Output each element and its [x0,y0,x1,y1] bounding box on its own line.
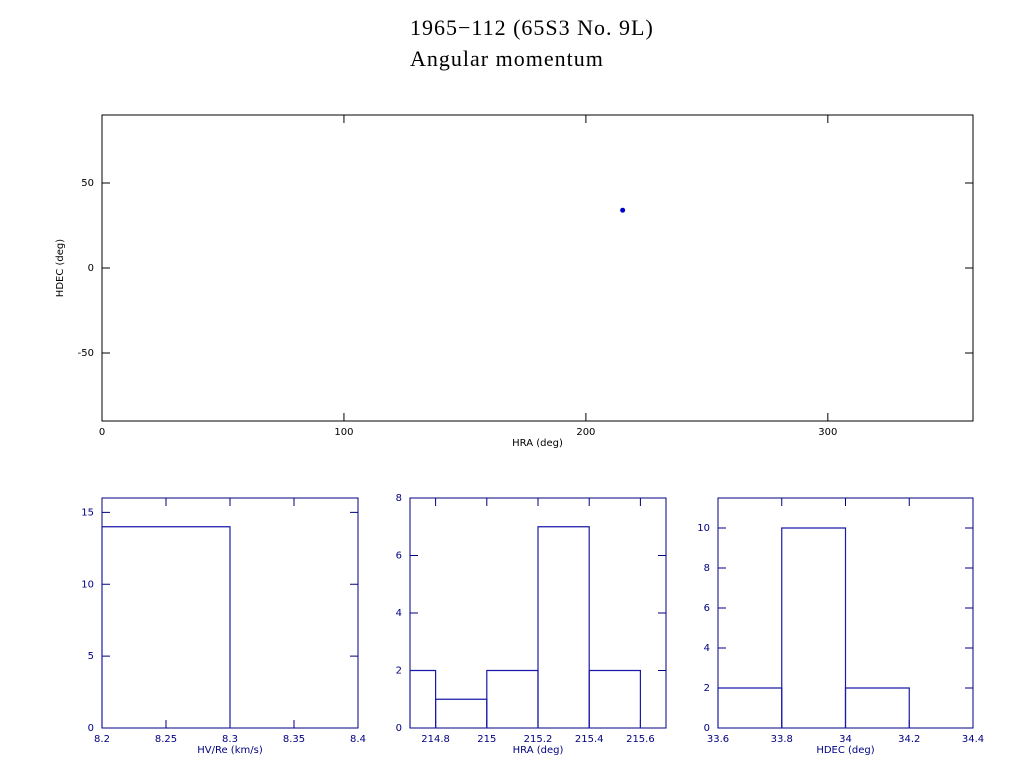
y-tick-label: 2 [704,683,710,694]
y-tick-label: 0 [704,723,710,734]
y-tick-label: 10 [81,579,94,590]
y-tick-label: 4 [396,608,402,619]
y-tick-label: 8 [396,493,402,504]
x-axis-label: HDEC (deg) [816,745,874,756]
y-tick-label: 0 [396,723,402,734]
x-tick-label: 33.8 [771,734,793,745]
histogram-bin [588,669,641,728]
histogram-bin [781,527,847,728]
x-tick-label: 200 [576,427,595,438]
y-tick-label: 8 [704,563,710,574]
chart-subtitle: Angular momentum [410,46,604,71]
plot-frame [101,114,974,422]
x-tick-label: 215 [477,734,496,745]
x-tick-label: 8.4 [350,734,366,745]
x-tick-label: 8.2 [94,734,110,745]
x-tick-label: 8.25 [155,734,177,745]
x-axis-label: HV/Re (km/s) [197,745,263,756]
y-tick-label: -50 [78,348,94,359]
y-tick-label: 2 [396,666,402,677]
x-tick-label: 34.2 [898,734,920,745]
x-axis-label: HRA (deg) [512,438,563,449]
y-tick-label: 4 [704,643,710,654]
x-axis-label: HRA (deg) [513,745,564,756]
y-tick-label: 6 [704,603,710,614]
data-point [620,207,626,213]
y-tick-label: 10 [697,523,710,534]
histogram-bin [435,698,488,728]
histogram-bin [101,526,231,728]
x-tick-label: 214.8 [421,734,450,745]
histogram-bin [717,687,783,728]
histogram-bin [844,687,910,728]
histogram-bin [486,669,539,728]
x-tick-label: 300 [818,427,837,438]
chart-title: 1965−112 (65S3 No. 9L) [410,15,654,40]
y-tick-label: 0 [88,723,94,734]
y-axis-label: HDEC (deg) [55,239,66,297]
y-tick-label: 5 [88,651,94,662]
x-tick-label: 215.2 [524,734,553,745]
y-tick-label: 0 [88,263,94,274]
y-tick-label: 50 [81,178,94,189]
x-tick-label: 34 [839,734,852,745]
histogram-bin [537,526,590,728]
histogram-bin [409,669,437,728]
x-tick-label: 100 [334,427,353,438]
x-tick-label: 34.4 [962,734,984,745]
x-tick-label: 0 [99,427,105,438]
x-tick-label: 215.6 [626,734,655,745]
x-tick-label: 8.3 [222,734,238,745]
x-tick-label: 8.35 [283,734,305,745]
x-tick-label: 33.6 [707,734,729,745]
x-tick-label: 215.4 [575,734,604,745]
y-tick-label: 6 [396,551,402,562]
y-tick-label: 15 [81,507,94,518]
